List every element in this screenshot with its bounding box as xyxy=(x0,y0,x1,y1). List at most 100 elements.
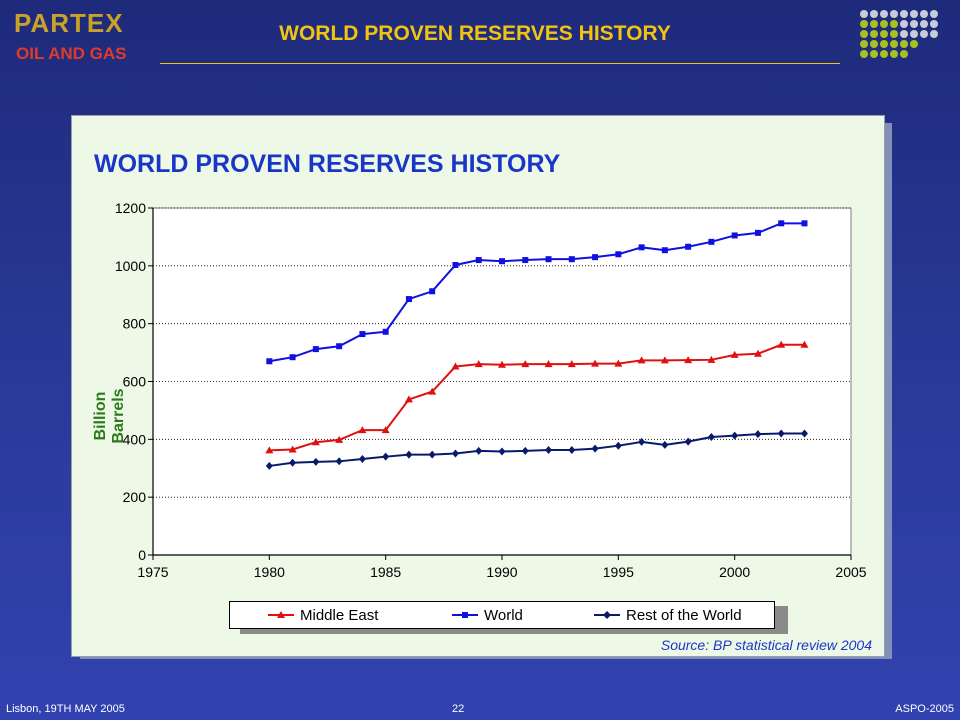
logo-main-text: PARTEX xyxy=(14,8,124,38)
decorative-dot xyxy=(900,50,908,58)
data-point-world xyxy=(475,257,482,264)
decorative-dot xyxy=(910,20,918,28)
data-point-rest-of-world xyxy=(265,461,273,470)
legend-label-middle-east: Middle East xyxy=(300,606,379,624)
x-tick-label: 2005 xyxy=(835,564,866,580)
legend-label-rest-of-world: Rest of the World xyxy=(626,606,742,624)
data-point-middle-east xyxy=(684,356,693,364)
data-point-middle-east xyxy=(521,360,530,368)
legend-swatch-rest-of-world xyxy=(594,611,620,619)
data-point-middle-east xyxy=(451,362,460,370)
data-point-world xyxy=(754,229,761,236)
decorative-dot xyxy=(880,30,888,38)
footer-event: ASPO-2005 xyxy=(895,703,954,715)
decorative-dot xyxy=(890,50,898,58)
data-point-world xyxy=(266,358,273,365)
data-point-world xyxy=(731,232,738,239)
decorative-dot xyxy=(880,10,888,18)
decorative-dot xyxy=(860,50,868,58)
footer-location-date: Lisbon, 19TH MAY 2005 xyxy=(6,703,125,715)
series-line-rest-of-world xyxy=(269,432,805,467)
source-note: Source: BP statistical review 2004 xyxy=(660,637,872,653)
data-point-world xyxy=(661,247,668,254)
data-point-rest-of-world xyxy=(545,446,553,455)
y-tick-label: 1000 xyxy=(115,258,146,274)
data-point-world xyxy=(708,238,715,245)
data-point-world xyxy=(522,257,529,264)
data-point-world xyxy=(778,220,785,227)
data-point-middle-east xyxy=(707,355,716,363)
data-point-middle-east xyxy=(544,360,553,368)
data-point-rest-of-world xyxy=(358,454,366,463)
chart-legend: Middle East World Rest of the World xyxy=(229,601,775,629)
decorative-dot xyxy=(900,30,908,38)
decorative-dot xyxy=(890,10,898,18)
data-point-rest-of-world xyxy=(614,441,622,450)
data-point-middle-east xyxy=(777,340,786,348)
data-point-world xyxy=(312,346,319,353)
legend-item-world: World xyxy=(452,602,523,628)
decorative-dot xyxy=(860,20,868,28)
decorative-dot xyxy=(930,10,938,18)
decorative-dot xyxy=(910,30,918,38)
decorative-dot xyxy=(920,10,928,18)
x-tick-label: 1990 xyxy=(486,564,517,580)
data-point-rest-of-world xyxy=(289,458,297,467)
data-point-rest-of-world xyxy=(638,437,646,446)
data-point-world xyxy=(289,354,296,361)
data-point-world xyxy=(336,343,343,350)
legend-item-rest-of-world: Rest of the World xyxy=(594,602,742,628)
data-point-rest-of-world xyxy=(731,431,739,440)
x-tick-label: 2000 xyxy=(719,564,750,580)
y-tick-label: 800 xyxy=(123,316,147,332)
data-point-world xyxy=(452,261,459,268)
legend-item-middle-east: Middle East xyxy=(268,602,378,628)
data-point-middle-east xyxy=(381,426,390,434)
decorative-dot xyxy=(860,30,868,38)
data-point-middle-east xyxy=(614,359,623,367)
data-point-rest-of-world xyxy=(661,440,669,449)
data-point-world xyxy=(499,258,505,265)
decorative-dot xyxy=(930,30,938,38)
decorative-dot xyxy=(920,20,928,28)
y-tick-label: 200 xyxy=(123,489,147,505)
decorative-dot xyxy=(930,20,938,28)
data-point-middle-east xyxy=(404,395,413,403)
data-point-world xyxy=(568,256,575,263)
decorative-dot xyxy=(880,50,888,58)
data-point-middle-east xyxy=(637,356,646,364)
chart-card: WORLD PROVEN RESERVES HISTORY Billion Ba… xyxy=(71,115,885,657)
y-tick-label: 1200 xyxy=(115,200,146,216)
data-point-rest-of-world xyxy=(684,437,692,446)
x-tick-label: 1975 xyxy=(137,564,168,580)
data-point-world xyxy=(382,328,389,335)
data-point-middle-east xyxy=(567,360,576,368)
decorative-dot xyxy=(900,40,908,48)
decorative-dot xyxy=(870,20,878,28)
decorative-dot xyxy=(900,10,908,18)
footer-page-number: 22 xyxy=(452,703,465,715)
data-point-middle-east xyxy=(358,426,367,434)
data-point-rest-of-world xyxy=(382,452,390,461)
decorative-dot xyxy=(870,50,878,58)
decorative-dot xyxy=(890,30,898,38)
data-point-rest-of-world xyxy=(777,429,785,438)
data-point-middle-east xyxy=(428,387,437,395)
decorative-dot xyxy=(920,30,928,38)
data-point-rest-of-world xyxy=(312,457,320,466)
data-point-world xyxy=(685,243,692,250)
data-point-rest-of-world xyxy=(707,433,715,442)
decorative-dot xyxy=(880,20,888,28)
data-point-middle-east xyxy=(311,438,320,446)
data-point-middle-east xyxy=(753,349,762,357)
legend-swatch-world xyxy=(452,612,478,618)
series-line-middle-east xyxy=(269,343,805,452)
data-point-rest-of-world xyxy=(451,449,459,458)
decorative-dot xyxy=(870,10,878,18)
decorative-dot xyxy=(870,30,878,38)
decorative-dot-grid xyxy=(860,10,944,68)
data-point-rest-of-world xyxy=(335,457,343,466)
data-point-rest-of-world xyxy=(754,430,762,439)
data-point-rest-of-world xyxy=(498,447,506,456)
data-point-world xyxy=(405,296,412,303)
